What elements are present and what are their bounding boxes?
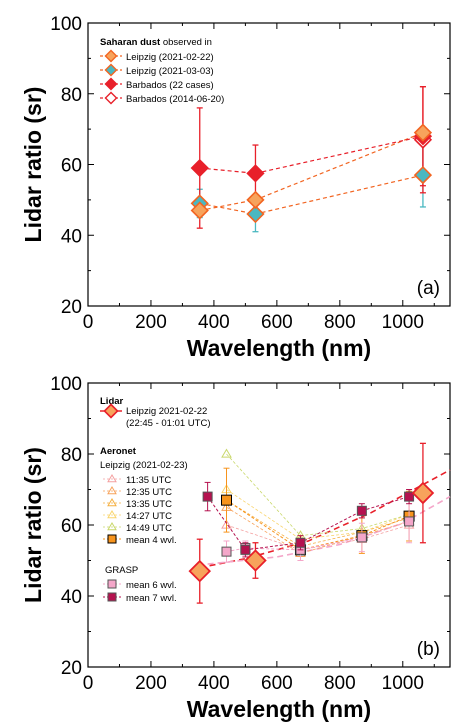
- legend-title-rest: observed in: [160, 37, 212, 48]
- panel-a-label: (a): [417, 278, 440, 299]
- panel-a-x-tick-label: 200: [135, 312, 167, 333]
- panel-b-y-tick-label: 100: [50, 374, 82, 395]
- fit-curve-1: [207, 495, 451, 565]
- grasp-series-1-marker: [356, 505, 367, 516]
- series-0-line: [199, 132, 424, 212]
- panel-a-y-tick-label: 80: [61, 85, 82, 106]
- panel-a-x-axis-title: Wavelength (nm): [187, 335, 371, 361]
- grasp-series-0-marker: [404, 516, 415, 527]
- legend-aeronet-mean-label: mean 4 wvl.: [126, 535, 177, 546]
- grasp-series-1-marker: [240, 544, 251, 555]
- panel-a-x-tick-label: 1000: [382, 312, 424, 333]
- legend-label-1: Leipzig (2021-03-03): [126, 66, 214, 77]
- legend-label-2: Barbados (22 cases): [126, 80, 214, 91]
- series-1-marker: [413, 165, 433, 185]
- legend-aeronet-label-3: 14:27 UTC: [126, 511, 172, 522]
- panel-a-y-tick-label: 60: [61, 156, 82, 177]
- legend-grasp-marker-0: [107, 579, 117, 589]
- panel-b-x-tick-label: 400: [198, 673, 230, 694]
- lidar-marker: [188, 559, 212, 583]
- panel-b-x-tick-label: 600: [261, 673, 293, 694]
- panel-a-y-tick-label: 20: [61, 297, 82, 318]
- panel-b-x-tick-label: 800: [324, 673, 356, 694]
- aeronet-mean-marker: [221, 494, 233, 506]
- legend-grasp-title: GRASP: [105, 565, 138, 576]
- grasp-series-1-marker: [295, 537, 306, 548]
- aeronet-series-4-line: [226, 453, 410, 537]
- legend-aeronet-marker-3: [107, 510, 117, 519]
- legend-aeronet-marker-4: [107, 522, 117, 531]
- legend-grasp-label-0: mean 6 wvl.: [126, 580, 177, 591]
- panel-a-x-tick-label: 0: [83, 312, 94, 333]
- aeronet-series-1-line: [226, 506, 410, 554]
- legend-aeronet-mean-marker: [107, 534, 117, 544]
- legend-lidar-title: Lidar: [100, 396, 124, 407]
- series-1-marker: [246, 204, 265, 224]
- aeronet-series-3-line: [226, 489, 410, 540]
- panel-a-x-tick-label: 400: [198, 312, 230, 333]
- legend-marker-2: [104, 77, 118, 91]
- legend-aeronet-sub: Leipzig (2021-02-23): [100, 460, 188, 471]
- legend-aeronet-label-0: 11:35 UTC: [126, 475, 171, 486]
- grasp-series-0-marker: [356, 532, 367, 543]
- panel-b-x-tick-label: 1000: [382, 673, 424, 694]
- panel-b-y-tick-label: 40: [61, 587, 82, 608]
- grasp-series-1-line: [207, 496, 410, 551]
- panel-b-x-axis-title: Wavelength (nm): [187, 696, 371, 722]
- legend-label-3: Barbados (2014-06-20): [126, 94, 224, 105]
- grasp-series-1-marker: [202, 491, 213, 502]
- panel-a-y-tick-label: 100: [50, 14, 82, 35]
- panel-b-y-tick-label: 80: [61, 445, 82, 466]
- legend-aeronet-marker-2: [107, 498, 117, 507]
- legend-title: Saharan dust observed in: [100, 37, 212, 48]
- legend-lidar-entry-2: (22:45 - 01:01 UTC): [126, 418, 210, 429]
- panel-b-y-axis-title: Lidar ratio (sr): [20, 447, 46, 603]
- panel-b-y-tick-label: 60: [61, 516, 82, 537]
- panel-b-label: (b): [417, 639, 440, 660]
- series-2-marker: [246, 164, 265, 183]
- panel-a-x-tick-label: 800: [324, 312, 356, 333]
- series-1-line: [199, 174, 424, 215]
- legend-aeronet-label-2: 13:35 UTC: [126, 499, 172, 510]
- aeronet-mean-line: [226, 499, 410, 551]
- series-2-line: [199, 135, 424, 174]
- panel-b-x-tick-label: 200: [135, 673, 167, 694]
- legend-aeronet-label-4: 14:49 UTC: [126, 523, 172, 534]
- legend-lidar-entry: Leipzig 2021-02-22: [126, 406, 207, 417]
- panel-b-y-tick-label: 20: [61, 658, 82, 679]
- legend-aeronet-marker-0: [107, 474, 117, 483]
- legend-marker-3: [104, 91, 118, 105]
- series-0-marker: [246, 190, 265, 210]
- grasp-series-1-marker: [404, 491, 415, 502]
- legend-grasp-marker-1: [107, 592, 117, 602]
- series-0-marker: [413, 123, 433, 142]
- legend-lidar-marker: [103, 403, 119, 419]
- series-2-marker: [190, 158, 209, 178]
- aeronet-series-4-marker: [221, 448, 232, 458]
- legend-marker-1: [104, 63, 118, 77]
- legend-marker-0: [104, 49, 118, 63]
- lidar-marker: [411, 481, 435, 505]
- lidar-marker: [244, 549, 267, 572]
- legend-aeronet-label-1: 12:35 UTC: [126, 487, 172, 498]
- legend-label-0: Leipzig (2021-02-22): [126, 52, 214, 63]
- series-0-marker: [190, 201, 209, 220]
- grasp-series-0-marker: [221, 546, 232, 557]
- legend-grasp-label-1: mean 7 wvl.: [126, 593, 177, 604]
- legend-aeronet-marker-1: [107, 486, 117, 495]
- panel-b-x-tick-label: 0: [83, 673, 94, 694]
- legend-aeronet-title: Aeronet: [100, 446, 137, 457]
- grasp-series-0-line: [226, 520, 410, 553]
- panel-a-y-tick-label: 40: [61, 226, 82, 247]
- legend-title-bold: Saharan dust: [100, 37, 161, 48]
- panel-a-x-tick-label: 600: [261, 312, 293, 333]
- panel-a-y-axis-title: Lidar ratio (sr): [20, 87, 46, 243]
